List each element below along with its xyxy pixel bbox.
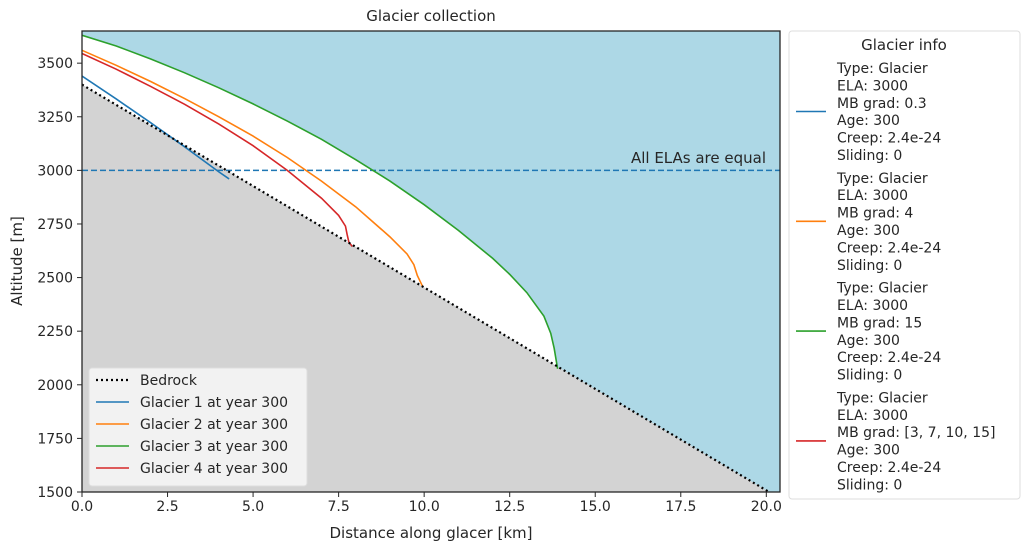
legend-label: Glacier 2 at year 300 [140,417,288,433]
x-tick-label: 12.5 [494,499,525,515]
x-axis-title: Distance along glacer [km] [330,524,533,542]
info-line: ELA: 3000 [837,78,908,94]
glacier-3-line [82,34,559,369]
x-tick-label: 15.0 [580,499,611,515]
glacier-lines [82,34,780,492]
x-tick-label: 7.5 [327,499,349,515]
info-line: Sliding: 0 [837,368,902,384]
info-line: Creep: 2.4e-24 [837,131,941,147]
info-line: Creep: 2.4e-24 [837,350,941,366]
info-line: MB grad: 0.3 [837,96,927,112]
x-tick-label: 10.0 [409,499,440,515]
plot-border [81,30,781,493]
info-line: Creep: 2.4e-24 [837,240,941,256]
ela-annotation: All ELAs are equal [631,149,766,167]
info-line: Sliding: 0 [837,258,902,274]
y-tick-label: 3500 [37,56,73,72]
legend-label: Bedrock [140,373,198,389]
info-line: Age: 300 [837,113,900,129]
legend-label: Glacier 3 at year 300 [140,439,288,455]
y-tick-label: 2000 [37,378,73,394]
y-tick-label: 2250 [37,324,73,340]
info-line: Creep: 2.4e-24 [837,460,941,476]
glacier-2-line [82,49,424,287]
y-axis-title: Altitude [m] [8,216,26,306]
x-tick-label: 20.0 [751,499,782,515]
info-line: ELA: 3000 [837,298,908,314]
info-legend-box [788,30,1021,500]
y-tick-label: 3000 [37,163,73,179]
y-tick-label: 1750 [37,431,73,447]
ice-fill [82,35,558,369]
glacier-4-line [82,52,353,247]
axis-ticks: 0.0 2.5 5.0 7.5 10.0 12.5 15.0 17.5 20.0 1500 1750… [37,56,782,515]
x-tick-label: 17.5 [665,499,696,515]
info-line: Type: Glacier [836,171,928,187]
chart-title: Glacier collection [366,7,496,25]
info-line: ELA: 3000 [837,408,908,424]
y-tick-label: 2750 [37,217,73,233]
plot-frame [81,30,781,493]
info-line: Type: Glacier [836,390,928,406]
bedrock-line [82,83,772,492]
info-line: MB grad: [3, 7, 10, 15] [837,425,995,441]
info-line: MB grad: 4 [837,206,913,222]
y-tick-label: 2500 [37,271,73,287]
info-line: Sliding: 0 [837,477,902,493]
series-legend: Bedrock Glacier 1 at year 300 Glacier 2 at… [88,367,308,487]
info-line: Type: Glacier [836,61,928,77]
y-tick-label: 3250 [37,110,73,126]
legend-label: Glacier 4 at year 300 [140,461,288,477]
x-tick-label: 2.5 [156,499,178,515]
info-line: Age: 300 [837,443,900,459]
x-tick-label: 0.0 [71,499,93,515]
info-line: Age: 300 [837,223,900,239]
x-tick-label: 5.0 [242,499,264,515]
glacier-1-line [82,75,230,180]
y-tick-label: 1500 [37,485,73,501]
legend-label: Glacier 1 at year 300 [140,395,288,411]
info-line: ELA: 3000 [837,188,908,204]
info-line: MB grad: 15 [837,315,922,331]
info-line: Sliding: 0 [837,148,902,164]
info-legend-title: Glacier info [861,36,947,54]
info-line: Type: Glacier [836,281,928,297]
info-line: Age: 300 [837,333,900,349]
legend-box [88,367,308,487]
